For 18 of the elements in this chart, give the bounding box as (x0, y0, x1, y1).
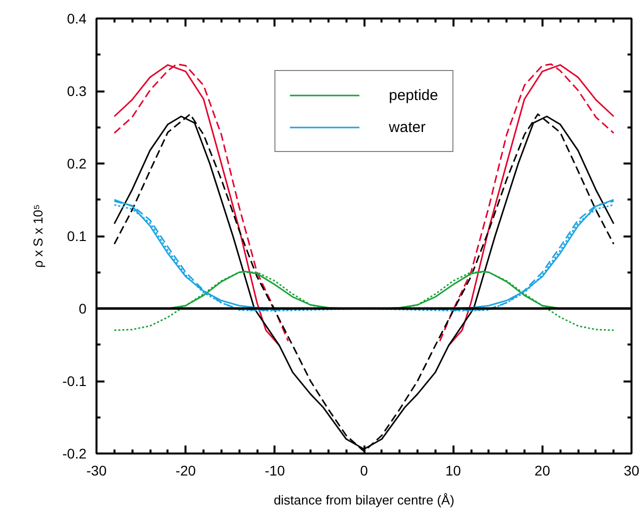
x-tick-label: -10 (264, 462, 286, 478)
y-axis-title: ρ x S x 10⁵ (30, 204, 46, 268)
legend-label: water (388, 118, 426, 136)
y-tick-label: 0 (78, 300, 87, 316)
x-tick-label: -30 (86, 462, 107, 478)
x-tick-label: -20 (176, 462, 196, 478)
y-tick-label: 0.4 (67, 10, 87, 26)
y-tick-label: 0.2 (67, 156, 87, 172)
x-tick-label: 20 (534, 462, 550, 478)
x-tick-label: 10 (445, 462, 462, 478)
y-tick-label: 0.3 (67, 83, 87, 99)
x-tick-label: 30 (624, 462, 639, 478)
legend-label: peptide (388, 86, 438, 104)
y-tick-label: 0.1 (67, 228, 87, 244)
x-tick-label: 0 (360, 462, 368, 478)
y-tick-label: -0.2 (62, 446, 87, 462)
y-tick-label: -0.1 (62, 373, 87, 389)
x-axis-title: distance from bilayer centre (Å) (274, 492, 454, 508)
